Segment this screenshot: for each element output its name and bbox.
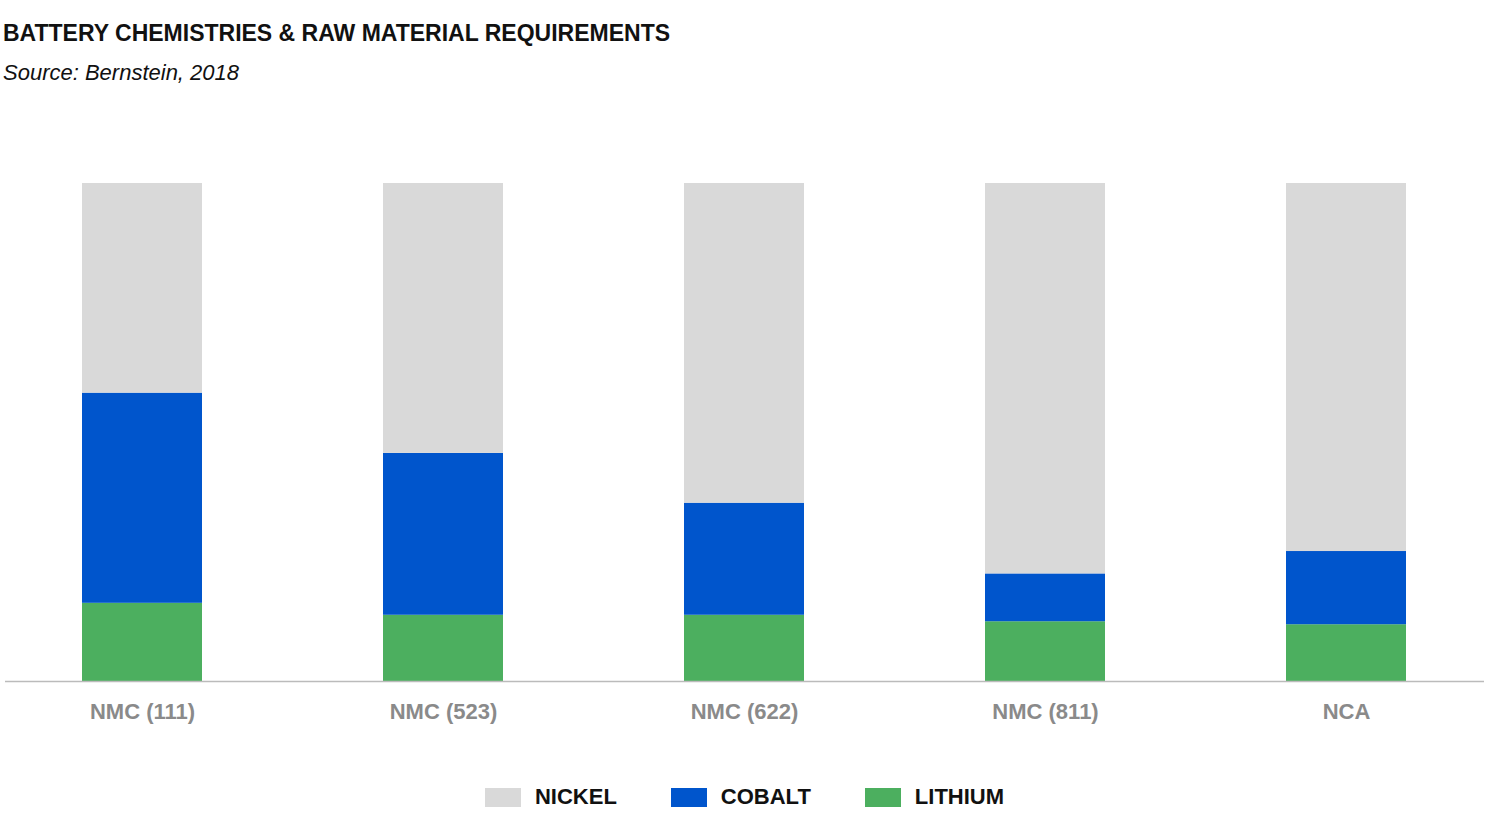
svg-text:NCA: NCA: [1323, 699, 1371, 724]
svg-text:NMC (523): NMC (523): [390, 699, 498, 724]
html-text:LITHIUM: LITHIUM: [914, 784, 1005, 809]
html-text:Source: Bernstein, 2018: Source: Bernstein, 2018: [3, 60, 239, 85]
svg-text:NMC (622): NMC (622): [691, 699, 799, 724]
svg-text:NMC (811): NMC (811): [992, 699, 1098, 724]
svg-text:NMC (111): NMC (111): [90, 699, 195, 724]
html-text:COBALT: COBALT: [720, 784, 811, 809]
html-text:NICKEL: NICKEL: [534, 784, 617, 809]
html-text:BATTERY CHEMISTRIES & RAW MATE: BATTERY CHEMISTRIES & RAW MATERIAL REQUI…: [3, 20, 670, 46]
